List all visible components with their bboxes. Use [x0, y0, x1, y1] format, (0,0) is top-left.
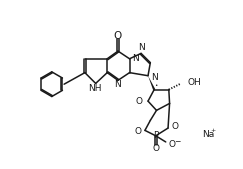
Text: N: N: [138, 43, 145, 52]
Text: O: O: [152, 144, 159, 153]
Text: NH: NH: [88, 84, 102, 93]
Text: O: O: [172, 122, 179, 131]
Text: •: •: [154, 83, 157, 88]
Text: O: O: [114, 31, 122, 41]
Text: N: N: [151, 73, 158, 82]
Text: O: O: [136, 97, 143, 106]
Text: +: +: [210, 128, 216, 133]
Text: OH: OH: [187, 78, 201, 87]
Polygon shape: [148, 76, 155, 90]
Text: Na: Na: [202, 130, 214, 139]
Text: N: N: [132, 54, 139, 63]
Text: P: P: [153, 131, 158, 140]
Text: N: N: [115, 80, 121, 89]
Text: −: −: [174, 137, 181, 147]
Text: O: O: [134, 127, 141, 136]
Text: O: O: [169, 140, 176, 149]
